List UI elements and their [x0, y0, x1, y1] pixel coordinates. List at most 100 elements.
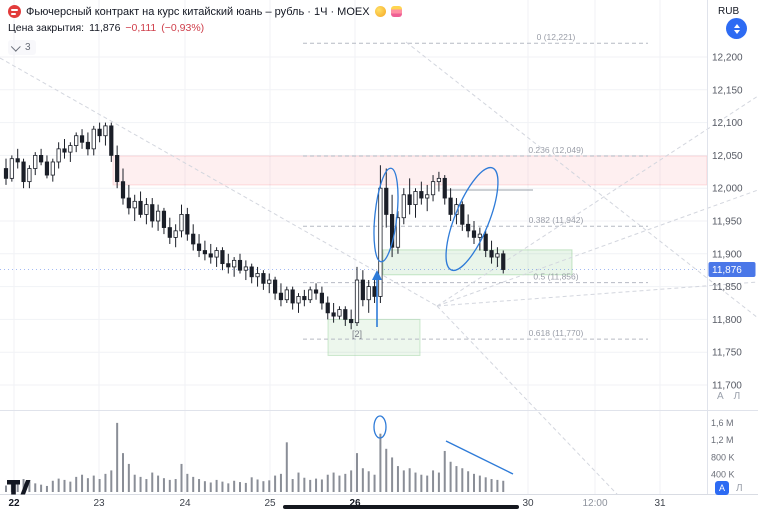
volume-bar — [484, 477, 487, 492]
log-scale-button[interactable]: Л — [733, 391, 741, 402]
candle-body — [97, 128, 102, 137]
arrow-down-icon — [733, 29, 740, 34]
volume-bar — [127, 463, 130, 492]
instant-trade-button[interactable] — [726, 18, 747, 39]
ellipse-annotation[interactable] — [373, 415, 387, 439]
axis-currency-label[interactable]: RUB — [718, 6, 740, 17]
candle-body — [91, 128, 96, 150]
volume-bar — [104, 473, 107, 492]
candle-body — [495, 253, 500, 258]
candle-body — [325, 302, 330, 314]
volume-bar — [233, 480, 236, 492]
candle-body — [425, 194, 430, 199]
close-price-label: Цена закрытия: — [8, 22, 85, 34]
volume-bar — [40, 484, 43, 492]
candle-body — [360, 279, 365, 301]
volume-bar — [291, 479, 294, 492]
volume-bar — [139, 476, 142, 492]
symbol-title[interactable]: Фьючерсный контракт на курс китайский юа… — [26, 5, 370, 18]
volume-bar — [51, 480, 54, 492]
volume-axis-label: 1,6 M — [711, 418, 734, 428]
volume-bar — [408, 468, 411, 492]
candle-body — [232, 259, 237, 268]
tradingview-logo[interactable] — [7, 480, 31, 500]
trend-guide-line[interactable] — [436, 281, 758, 307]
volume-bar — [356, 453, 358, 492]
candle-body — [442, 177, 447, 199]
volume-bar — [309, 479, 312, 492]
volume-bar — [198, 479, 201, 492]
candle-body — [138, 200, 143, 215]
volume-bar — [209, 482, 212, 492]
candle-body — [302, 296, 307, 301]
arrow-head-icon — [372, 270, 382, 280]
volume-bar — [315, 478, 318, 492]
moex-logo-icon — [8, 5, 21, 18]
auto-scale-button[interactable]: А — [717, 391, 724, 402]
volume-bar — [180, 463, 183, 492]
volume-bar — [320, 479, 323, 492]
volume-bar — [192, 476, 195, 492]
demand-zone-upper[interactable] — [382, 249, 573, 276]
candle-body — [226, 263, 231, 268]
ellipse-annotation[interactable] — [436, 162, 509, 277]
trend-guide-line[interactable] — [405, 41, 758, 319]
candle-body — [378, 187, 383, 297]
fib-level-label: 0 (12,221) — [537, 32, 576, 42]
volume-bar — [420, 474, 423, 492]
candle-body — [120, 181, 126, 199]
volume-bar — [133, 474, 136, 492]
volume-bar — [373, 474, 376, 492]
candle-body — [477, 233, 482, 238]
candle-body — [191, 233, 196, 245]
trend-guide-line[interactable] — [436, 189, 758, 307]
price-axis-label: 11,750 — [712, 348, 742, 359]
candle-body — [150, 204, 155, 222]
volume-axis-mode-buttons: А Л — [715, 481, 743, 495]
demand-zone-lower[interactable] — [327, 318, 421, 356]
candle-body — [249, 266, 254, 278]
volume-bar — [379, 433, 382, 492]
time-axis[interactable]: 22 23 24 25 26 30 12:00 31 — [0, 495, 758, 514]
volume-bar — [303, 477, 306, 492]
volume-bar — [467, 471, 470, 492]
candle-body — [261, 273, 266, 284]
volume-trendline-annotation[interactable] — [445, 440, 514, 475]
object-tree-toggle[interactable]: 3 — [8, 40, 36, 55]
price-axis-label: 11,700 — [712, 381, 742, 392]
candle-body — [407, 194, 412, 205]
close-price-change: −0,111 — [125, 22, 157, 34]
volume-bar — [385, 448, 388, 492]
volume-auto-scale-button[interactable]: А — [715, 481, 729, 495]
candle-body — [489, 250, 494, 258]
candle-body — [56, 148, 61, 163]
candle-body — [85, 141, 90, 150]
volume-bar — [5, 485, 7, 492]
candle-body — [413, 191, 418, 205]
candle-body — [196, 243, 202, 251]
volume-bar — [63, 479, 66, 492]
candle-body — [173, 230, 178, 238]
candle-body — [62, 148, 67, 153]
time-axis-label: 24 — [179, 498, 191, 509]
volume-log-scale-button[interactable]: Л — [736, 482, 743, 494]
price-axis-label: 11,900 — [712, 249, 742, 260]
candle-body — [354, 279, 360, 324]
price-axis-label: 12,000 — [712, 184, 743, 195]
price-axis-mode-buttons: А Л — [717, 391, 740, 402]
candle-body — [278, 292, 284, 301]
volume-bar — [432, 470, 435, 492]
candle-body — [466, 223, 471, 232]
price-axis-label: 12,050 — [712, 151, 743, 162]
trend-guide-line[interactable] — [436, 95, 758, 307]
close-price-change-pct: (−0,93%) — [161, 22, 205, 34]
volume-bar — [227, 483, 230, 492]
time-axis-label: 12:00 — [582, 498, 608, 509]
flag-emoji-icon — [390, 6, 402, 17]
ellipse-annotation[interactable] — [370, 167, 402, 263]
candle-body — [389, 214, 395, 248]
time-range-scrollbar[interactable] — [283, 505, 519, 509]
candle-body — [349, 318, 354, 324]
